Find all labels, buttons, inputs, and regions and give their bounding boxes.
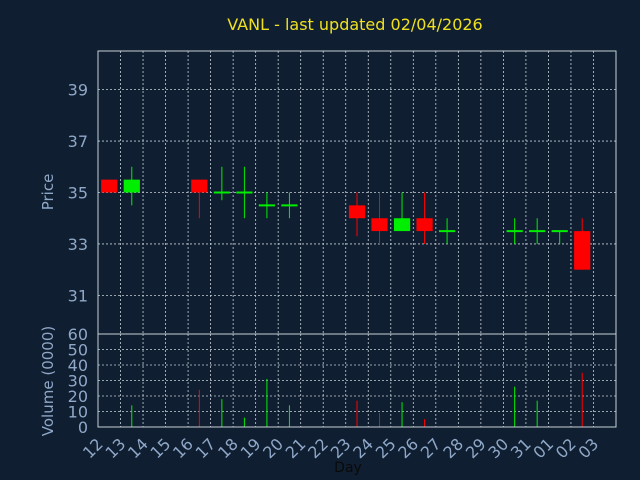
volume-panel-frame xyxy=(97,333,617,428)
price-axis-ticks: 31 33 35 37 39 xyxy=(68,81,88,306)
candle-body xyxy=(393,218,411,232)
price-candles xyxy=(101,166,591,270)
volume-tick-label: 30 xyxy=(68,372,88,391)
volume-tick-label: 20 xyxy=(68,387,88,406)
volume-bars xyxy=(131,372,583,427)
volume-tick-label: 10 xyxy=(68,403,88,422)
candle-body xyxy=(574,231,591,270)
price-tick-label: 31 xyxy=(68,286,88,305)
volume-tick-label: 0 xyxy=(78,418,88,437)
candle-body xyxy=(416,218,433,232)
candle-body xyxy=(348,205,366,219)
price-tick-label: 35 xyxy=(68,184,88,203)
candle-body xyxy=(101,179,118,193)
candle-body xyxy=(123,179,140,193)
volume-tick-label: 40 xyxy=(68,356,88,375)
price-tick-label: 37 xyxy=(68,132,88,151)
day-tick-label: 03 xyxy=(574,434,602,462)
price-axis-label: Price xyxy=(39,174,57,211)
candle-body xyxy=(371,218,388,232)
candle-body xyxy=(191,179,208,193)
chart-title: VANL - last updated 02/04/2026 xyxy=(227,15,482,34)
day-axis-label: Day xyxy=(334,460,362,476)
price-tick-label: 39 xyxy=(68,81,88,100)
volume-panel-grid xyxy=(98,334,616,427)
volume-axis-label: Volume (0000) xyxy=(39,326,57,436)
price-panel-grid xyxy=(98,51,616,334)
volume-tick-label: 50 xyxy=(68,341,88,360)
volume-tick-label: 60 xyxy=(68,325,88,344)
day-axis-ticks: 1213141516171819202122232425262728293031… xyxy=(79,434,602,462)
price-tick-label: 33 xyxy=(68,235,88,254)
